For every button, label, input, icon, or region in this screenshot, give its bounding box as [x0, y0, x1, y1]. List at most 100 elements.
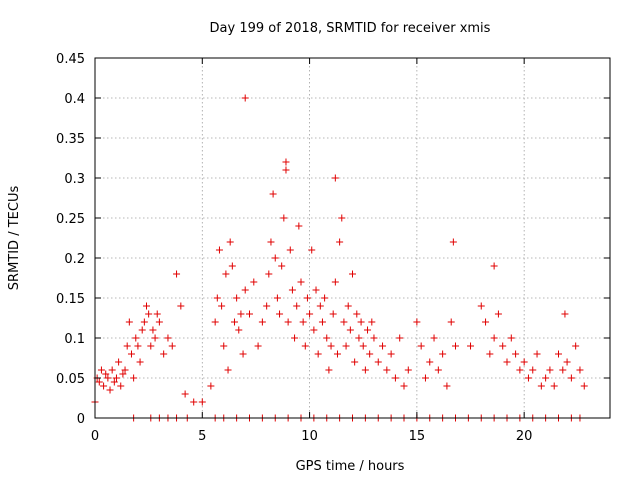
data-point: [222, 270, 230, 278]
data-point: [155, 318, 163, 326]
data-point: [400, 382, 408, 390]
y-axis-label: SRMTID / TECUs: [7, 186, 22, 291]
data-point: [499, 342, 507, 350]
x-tick-label: 20: [516, 429, 533, 444]
data-point: [364, 326, 372, 334]
x-tick-label: 0: [91, 429, 99, 444]
data-point: [134, 342, 142, 350]
data-point: [404, 366, 412, 374]
x-tick-label: 15: [409, 429, 426, 444]
data-point: [559, 366, 567, 374]
data-point: [366, 350, 374, 358]
data-point: [576, 366, 584, 374]
data-point: [233, 294, 241, 302]
data-point: [278, 262, 286, 270]
data-point: [303, 294, 311, 302]
data-point: [136, 358, 144, 366]
data-point: [306, 310, 314, 318]
data-point: [160, 350, 168, 358]
x-tick-label: 5: [198, 429, 206, 444]
data-point: [327, 342, 335, 350]
data-point: [173, 270, 181, 278]
data-point: [344, 302, 352, 310]
y-tick-label: 0.2: [64, 252, 85, 267]
data-point: [97, 366, 105, 374]
data-point: [110, 378, 118, 386]
data-point: [321, 294, 329, 302]
data-point: [520, 358, 528, 366]
data-point: [546, 366, 554, 374]
data-point: [486, 350, 494, 358]
data-point: [452, 342, 459, 350]
data-point: [177, 302, 185, 310]
data-point: [413, 318, 421, 326]
data-point: [284, 318, 292, 326]
data-point: [447, 318, 455, 326]
data-point: [246, 310, 253, 318]
grid-lines: [95, 58, 610, 418]
data-point: [230, 318, 238, 326]
data-point: [127, 350, 135, 358]
data-point: [198, 398, 206, 406]
data-point: [301, 342, 309, 350]
data-point: [503, 358, 511, 366]
data-point: [308, 246, 316, 254]
data-point: [153, 310, 161, 318]
y-tick-labels: 0 0.05 0.1 0.15 0.2 0.25 0.3 0.35 0.4 0.45: [56, 52, 85, 427]
data-point: [529, 366, 537, 374]
data-point: [494, 310, 502, 318]
data-point: [151, 334, 159, 342]
data-point: [314, 350, 322, 358]
data-point: [115, 358, 123, 366]
data-point: [282, 158, 290, 166]
data-point: [237, 310, 245, 318]
y-tick-label: 0.35: [56, 132, 85, 147]
data-point: [100, 382, 108, 390]
data-point: [138, 326, 146, 334]
data-point: [207, 382, 215, 390]
data-point: [213, 294, 221, 302]
axis-ticks: [94, 57, 610, 419]
data-point: [430, 334, 438, 342]
data-point: [220, 342, 228, 350]
data-point: [276, 310, 284, 318]
data-point: [299, 318, 307, 326]
y-tick-label: 0.3: [64, 172, 85, 187]
data-point: [355, 334, 363, 342]
y-tick-label: 0.15: [56, 292, 85, 307]
data-point: [140, 318, 148, 326]
data-point: [572, 342, 580, 350]
data-point: [95, 378, 103, 386]
data-point: [241, 94, 249, 102]
data-point: [239, 350, 247, 358]
data-point: [291, 334, 299, 342]
data-point: [507, 334, 515, 342]
data-point: [383, 366, 391, 374]
data-point: [477, 302, 485, 310]
data-point: [349, 270, 356, 278]
x-axis-label: GPS time / hours: [296, 459, 405, 474]
data-point: [218, 302, 226, 310]
data-point: [443, 382, 451, 390]
data-point: [226, 238, 234, 246]
plot-frame: [94, 57, 611, 419]
data-point: [325, 366, 333, 374]
data-point: [297, 278, 305, 286]
data-point: [396, 334, 404, 342]
data-point: [331, 278, 339, 286]
data-point: [368, 318, 376, 326]
data-point: [293, 302, 301, 310]
data-point: [537, 382, 545, 390]
data-point: [269, 190, 277, 198]
data-point: [426, 358, 434, 366]
data-point: [123, 342, 131, 350]
data-point: [106, 386, 114, 394]
data-point: [316, 302, 324, 310]
data-point: [524, 374, 532, 382]
data-point: [550, 382, 558, 390]
data-point: [181, 390, 189, 398]
data-point: [357, 318, 365, 326]
data-point: [555, 350, 562, 358]
data-point: [361, 366, 369, 374]
data-point: [295, 222, 303, 230]
